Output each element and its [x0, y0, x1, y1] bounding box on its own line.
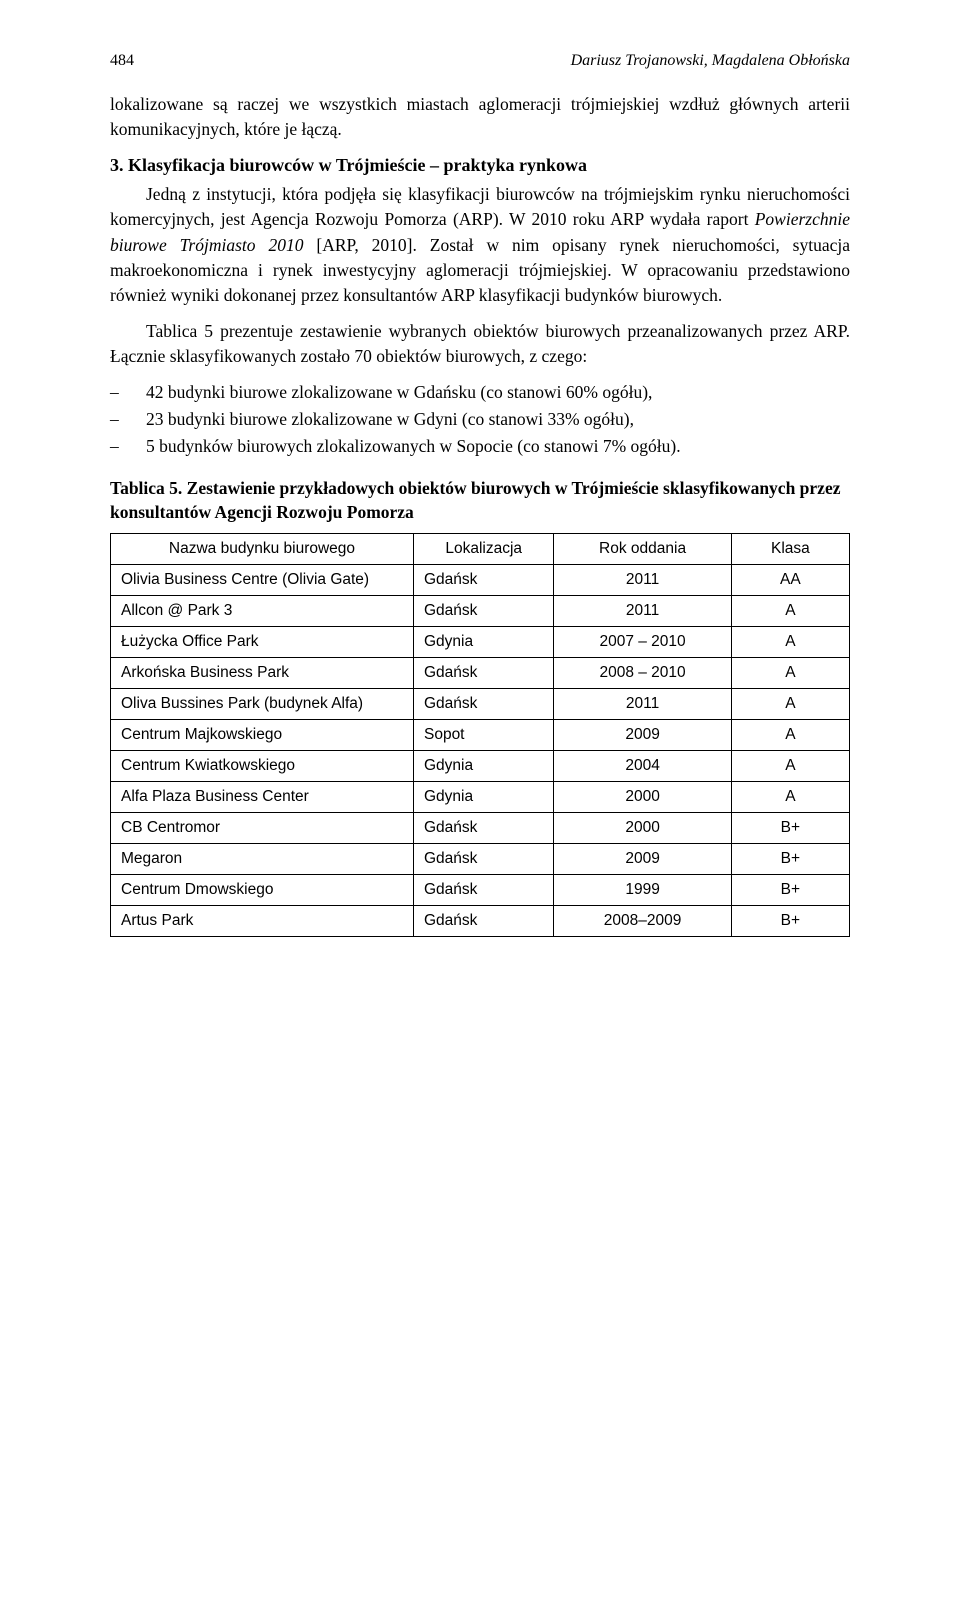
- table-cell: 2008 – 2010: [554, 657, 731, 688]
- p1-part-a: Jedną z instytucji, która podjęła się kl…: [110, 184, 850, 229]
- table-caption-label: Tablica 5.: [110, 478, 182, 498]
- table-row: MegaronGdańsk2009B+: [111, 843, 850, 874]
- table-row: Arkońska Business ParkGdańsk2008 – 2010A: [111, 657, 850, 688]
- page-number: 484: [110, 52, 134, 70]
- table-cell: Gdynia: [413, 750, 553, 781]
- table-cell: 2009: [554, 719, 731, 750]
- table-cell: A: [731, 719, 849, 750]
- table-cell: Olivia Business Centre (Olivia Gate): [111, 564, 414, 595]
- running-title: Dariusz Trojanowski, Magdalena Obłońska: [571, 52, 850, 70]
- table-cell: B+: [731, 905, 849, 936]
- table-cell: Łużycka Office Park: [111, 626, 414, 657]
- table-row: Allcon @ Park 3Gdańsk2011A: [111, 595, 850, 626]
- table-cell: Gdańsk: [413, 843, 553, 874]
- table-cell: Centrum Kwiatkowskiego: [111, 750, 414, 781]
- table-row: Centrum MajkowskiegoSopot2009A: [111, 719, 850, 750]
- table-cell: 2008–2009: [554, 905, 731, 936]
- table-cell: 2011: [554, 688, 731, 719]
- table-row: CB CentromorGdańsk2000B+: [111, 812, 850, 843]
- list-item: 23 budynki biurowe zlokalizowane w Gdyni…: [110, 407, 850, 432]
- table-caption-text: Zestawienie przykładowych obiektów biuro…: [110, 478, 840, 523]
- table-cell: Gdańsk: [413, 874, 553, 905]
- table-cell: Centrum Majkowskiego: [111, 719, 414, 750]
- section-paragraph-1: Jedną z instytucji, która podjęła się kl…: [110, 182, 850, 309]
- table-cell: A: [731, 781, 849, 812]
- table-cell: A: [731, 626, 849, 657]
- col-header-year: Rok oddania: [554, 533, 731, 564]
- table-cell: Centrum Dmowskiego: [111, 874, 414, 905]
- table-cell: Megaron: [111, 843, 414, 874]
- table-cell: 2011: [554, 564, 731, 595]
- table-cell: Arkońska Business Park: [111, 657, 414, 688]
- table-cell: Artus Park: [111, 905, 414, 936]
- table-row: Centrum KwiatkowskiegoGdynia2004A: [111, 750, 850, 781]
- buildings-table: Nazwa budynku biurowego Lokalizacja Rok …: [110, 533, 850, 937]
- table-cell: Sopot: [413, 719, 553, 750]
- table-cell: AA: [731, 564, 849, 595]
- table-row: Alfa Plaza Business CenterGdynia2000A: [111, 781, 850, 812]
- table-cell: Oliva Bussines Park (budynek Alfa): [111, 688, 414, 719]
- table-cell: A: [731, 657, 849, 688]
- table-cell: 2000: [554, 781, 731, 812]
- table-row: Oliva Bussines Park (budynek Alfa)Gdańsk…: [111, 688, 850, 719]
- table-cell: Allcon @ Park 3: [111, 595, 414, 626]
- opening-paragraph: lokalizowane są raczej we wszystkich mia…: [110, 92, 850, 143]
- table-cell: Gdańsk: [413, 905, 553, 936]
- table-cell: 2009: [554, 843, 731, 874]
- bullet-list: 42 budynki biurowe zlokalizowane w Gdańs…: [110, 380, 850, 460]
- table-cell: A: [731, 595, 849, 626]
- table-cell: Gdańsk: [413, 812, 553, 843]
- table-header-row: Nazwa budynku biurowego Lokalizacja Rok …: [111, 533, 850, 564]
- table-body: Olivia Business Centre (Olivia Gate)Gdań…: [111, 564, 850, 936]
- table-cell: 1999: [554, 874, 731, 905]
- table-cell: Gdańsk: [413, 595, 553, 626]
- table-cell: A: [731, 750, 849, 781]
- col-header-class: Klasa: [731, 533, 849, 564]
- table-cell: 2000: [554, 812, 731, 843]
- table-cell: Gdynia: [413, 781, 553, 812]
- table-cell: Gdańsk: [413, 657, 553, 688]
- table-cell: Alfa Plaza Business Center: [111, 781, 414, 812]
- page-header: 484 Dariusz Trojanowski, Magdalena Obłoń…: [110, 52, 850, 70]
- table-cell: 2004: [554, 750, 731, 781]
- list-item: 5 budynków biurowych zlokalizowanych w S…: [110, 434, 850, 459]
- table-row: Centrum DmowskiegoGdańsk1999B+: [111, 874, 850, 905]
- table-cell: Gdańsk: [413, 688, 553, 719]
- table-caption: Tablica 5. Zestawienie przykładowych obi…: [110, 476, 850, 525]
- table-row: Artus ParkGdańsk2008–2009B+: [111, 905, 850, 936]
- section-paragraph-2: Tablica 5 prezentuje zestawienie wybrany…: [110, 319, 850, 370]
- table-cell: CB Centromor: [111, 812, 414, 843]
- section-heading: 3. Klasyfikacja biurowców w Trójmieście …: [110, 153, 850, 178]
- col-header-location: Lokalizacja: [413, 533, 553, 564]
- table-cell: B+: [731, 843, 849, 874]
- table-row: Olivia Business Centre (Olivia Gate)Gdań…: [111, 564, 850, 595]
- table-cell: A: [731, 688, 849, 719]
- col-header-name: Nazwa budynku biurowego: [111, 533, 414, 564]
- table-cell: 2011: [554, 595, 731, 626]
- table-cell: Gdynia: [413, 626, 553, 657]
- table-row: Łużycka Office ParkGdynia2007 – 2010A: [111, 626, 850, 657]
- table-cell: B+: [731, 812, 849, 843]
- table-cell: Gdańsk: [413, 564, 553, 595]
- table-cell: 2007 – 2010: [554, 626, 731, 657]
- list-item: 42 budynki biurowe zlokalizowane w Gdańs…: [110, 380, 850, 405]
- table-cell: B+: [731, 874, 849, 905]
